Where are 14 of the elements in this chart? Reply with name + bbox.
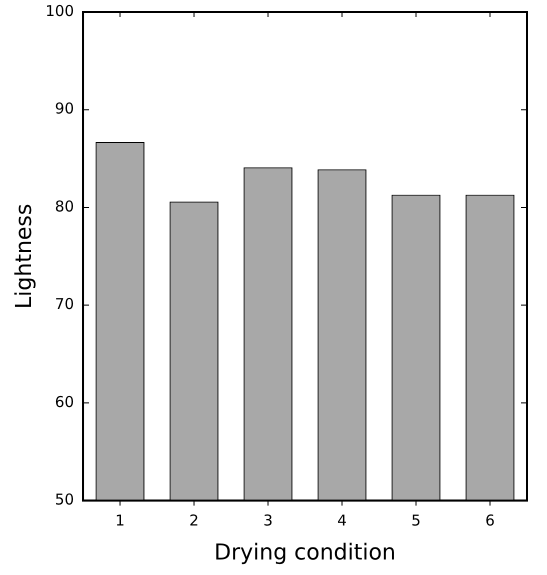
x-axis-title: Drying condition: [214, 540, 396, 566]
y-axis-title: Lightness: [12, 204, 37, 309]
x-tick-label: 3: [263, 511, 273, 530]
y-tick-label: 80: [54, 197, 74, 216]
y-tick-label: 60: [54, 392, 74, 411]
y-tick-label: 50: [54, 490, 74, 508]
x-tick-label: 6: [485, 511, 495, 530]
y-tick-label: 70: [54, 295, 74, 314]
x-tick-label: 1: [115, 511, 125, 530]
x-tick-label: 4: [337, 511, 347, 530]
y-tick-label: 100: [45, 2, 74, 20]
x-tick-label: 2: [189, 511, 199, 530]
y-tick-label: 90: [54, 100, 74, 118]
x-tick-label: 5: [411, 511, 421, 530]
